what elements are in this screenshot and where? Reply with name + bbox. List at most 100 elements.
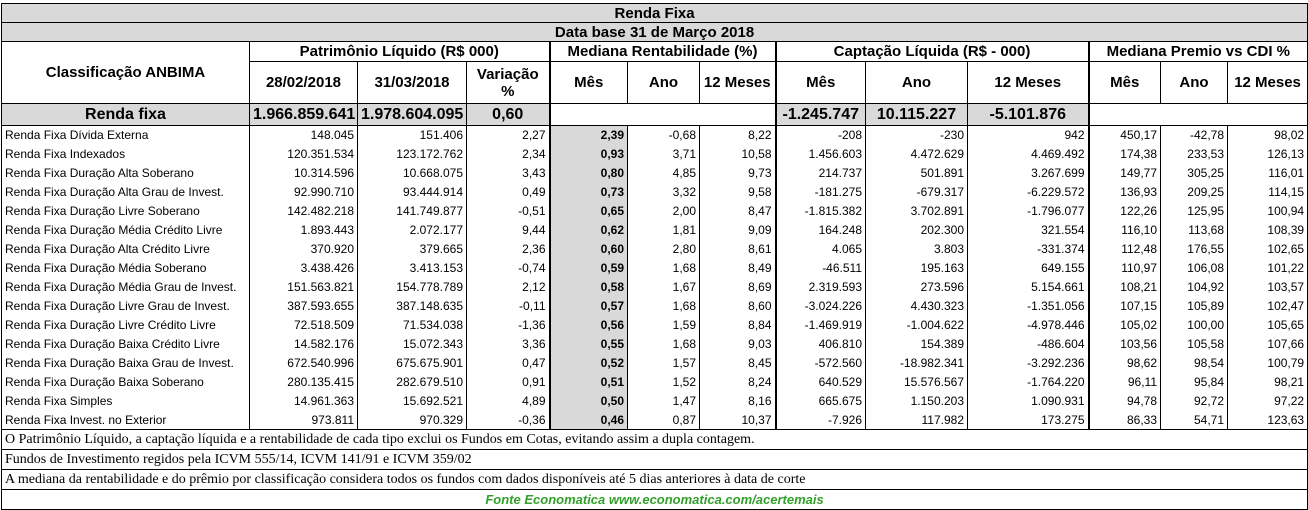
- table-row: Renda Fixa Indexados 120.351.534 123.172.7…: [1, 144, 1308, 164]
- row-cap-12: -1.796.077: [967, 201, 1089, 221]
- row-rent-ano: 1,52: [627, 372, 700, 392]
- row-premio-ano: 95,84: [1160, 372, 1228, 392]
- row-cap-mes: 4.065: [774, 239, 866, 259]
- row-cap-12: 4.469.492: [967, 144, 1089, 164]
- total-rent-empty: [548, 103, 776, 126]
- row-premio-12: 114,15: [1226, 182, 1308, 202]
- header-premio-12: 12 Meses: [1226, 61, 1308, 104]
- total-cap-ano: 10.115.227: [865, 103, 968, 126]
- row-rent-mes: 2,39: [548, 125, 628, 145]
- row-premio-ano: 209,25: [1160, 182, 1228, 202]
- row-premio-mes: 103,56: [1087, 334, 1161, 354]
- row-pl-feb: 280.135.415: [249, 372, 358, 392]
- row-premio-ano: 92,72: [1160, 391, 1228, 411]
- row-pl-mar: 3.413.153: [357, 258, 467, 278]
- total-row: Renda fixa 1.966.859.641 1.978.604.095 0…: [1, 103, 1308, 126]
- row-rent-ano: 3,71: [627, 144, 700, 164]
- row-cap-12: 5.154.661: [967, 277, 1089, 297]
- row-cap-mes: -572.560: [774, 353, 866, 373]
- row-rent-12: 8,49: [699, 258, 776, 278]
- row-rent-mes: 0,60: [548, 239, 628, 259]
- row-pl-mar: 151.406: [357, 125, 467, 145]
- row-premio-12: 108,39: [1226, 220, 1308, 240]
- row-rent-ano: 4,85: [627, 163, 700, 183]
- header-premio-mes: Mês: [1087, 61, 1161, 104]
- row-variacao: -0,51: [466, 201, 550, 221]
- row-cap-ano: 1.150.203: [865, 391, 968, 411]
- source-text: Fonte Economatica www.economatica.com/ac…: [0, 489, 1308, 510]
- table-title: Renda Fixa: [0, 3, 1308, 23]
- row-variacao: 9,44: [466, 220, 550, 240]
- row-cap-12: 3.267.699: [967, 163, 1089, 183]
- row-premio-12: 105,65: [1226, 315, 1308, 335]
- row-rent-ano: 1,57: [627, 353, 700, 373]
- source-row: Fonte Economatica www.economatica.com/ac…: [0, 489, 1308, 510]
- row-name: Renda Fixa Duração Livre Soberano: [1, 201, 250, 221]
- row-pl-feb: 973.811: [249, 410, 358, 430]
- row-cap-12: 173.275: [967, 410, 1089, 430]
- row-rent-mes: 0,59: [548, 258, 628, 278]
- row-premio-12: 98,02: [1226, 125, 1308, 145]
- row-pl-feb: 672.540.996: [249, 353, 358, 373]
- row-rent-12: 8,69: [699, 277, 776, 297]
- table-row: Renda Fixa Invest. no Exterior 973.811 970…: [1, 410, 1308, 430]
- row-variacao: 3,36: [466, 334, 550, 354]
- row-name: Renda Fixa Dívida Externa: [1, 125, 250, 145]
- row-pl-feb: 14.961.363: [249, 391, 358, 411]
- row-variacao: 2,12: [466, 277, 550, 297]
- row-premio-ano: 305,25: [1160, 163, 1228, 183]
- row-pl-feb: 387.593.655: [249, 296, 358, 316]
- row-name: Renda Fixa Duração Alta Crédito Livre: [1, 239, 250, 259]
- total-cap-12: -5.101.876: [967, 103, 1089, 126]
- row-rent-12: 9,58: [699, 182, 776, 202]
- row-cap-12: -1.351.056: [967, 296, 1089, 316]
- row-pl-mar: 154.778.789: [357, 277, 467, 297]
- row-rent-mes: 0,51: [548, 372, 628, 392]
- row-pl-mar: 141.749.877: [357, 201, 467, 221]
- row-premio-mes: 122,26: [1087, 201, 1161, 221]
- row-rent-12: 8,61: [699, 239, 776, 259]
- row-rent-mes: 0,50: [548, 391, 628, 411]
- note-row: O Patrimônio Líquido, a captação líquida…: [0, 429, 1308, 450]
- row-pl-feb: 120.351.534: [249, 144, 358, 164]
- row-rent-12: 8,47: [699, 201, 776, 221]
- table-row: Renda Fixa Duração Livre Grau de Invest.…: [1, 296, 1308, 316]
- row-rent-mes: 0,52: [548, 353, 628, 373]
- table-subtitle: Data base 31 de Março 2018: [0, 22, 1308, 42]
- row-rent-mes: 0,65: [548, 201, 628, 221]
- row-premio-mes: 105,02: [1087, 315, 1161, 335]
- row-rent-12: 8,60: [699, 296, 776, 316]
- row-pl-mar: 387.148.635: [357, 296, 467, 316]
- row-premio-ano: 105,58: [1160, 334, 1228, 354]
- row-premio-mes: 108,21: [1087, 277, 1161, 297]
- row-cap-ano: 202.300: [865, 220, 968, 240]
- total-name: Renda fixa: [1, 103, 250, 126]
- row-cap-mes: -3.024.226: [774, 296, 866, 316]
- row-cap-ano: 3.702.891: [865, 201, 968, 221]
- note-row: Fundos de Investimento regidos pela ICVM…: [0, 449, 1308, 470]
- row-cap-mes: -1.469.919: [774, 315, 866, 335]
- row-pl-feb: 72.518.509: [249, 315, 358, 335]
- table-row: Renda Fixa Duração Alta Soberano 10.314.5…: [1, 163, 1308, 183]
- header-rent-ano: Ano: [627, 61, 700, 104]
- row-variacao: -0,36: [466, 410, 550, 430]
- row-rent-12: 9,09: [699, 220, 776, 240]
- row-cap-ano: 4.472.629: [865, 144, 968, 164]
- row-cap-mes: 164.248: [774, 220, 866, 240]
- row-premio-12: 107,66: [1226, 334, 1308, 354]
- row-rent-12: 8,24: [699, 372, 776, 392]
- row-variacao: 3,43: [466, 163, 550, 183]
- total-cap-mes: -1.245.747: [774, 103, 866, 126]
- row-variacao: -0,74: [466, 258, 550, 278]
- row-cap-mes: 214.737: [774, 163, 866, 183]
- row-cap-ano: -18.982.341: [865, 353, 968, 373]
- row-rent-mes: 0,55: [548, 334, 628, 354]
- row-pl-mar: 675.675.901: [357, 353, 467, 373]
- row-cap-12: 942: [967, 125, 1089, 145]
- row-premio-mes: 96,11: [1087, 372, 1161, 392]
- total-variacao: 0,60: [466, 103, 550, 126]
- row-cap-12: 649.155: [967, 258, 1089, 278]
- row-premio-ano: 125,95: [1160, 201, 1228, 221]
- row-cap-ano: -679.317: [865, 182, 968, 202]
- header-rent-mes: Mês: [548, 61, 628, 104]
